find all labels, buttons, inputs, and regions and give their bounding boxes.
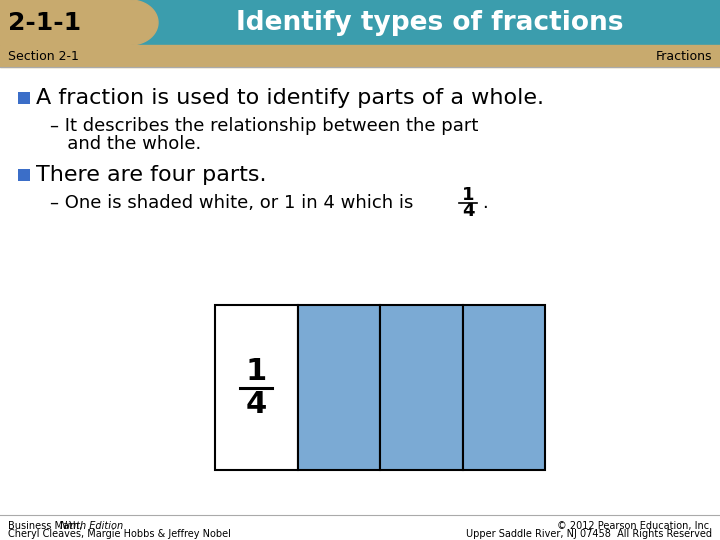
Text: 4: 4 bbox=[246, 390, 267, 419]
Text: and the whole.: and the whole. bbox=[50, 135, 202, 153]
Text: © 2012 Pearson Education, Inc.: © 2012 Pearson Education, Inc. bbox=[557, 521, 712, 531]
Polygon shape bbox=[0, 0, 158, 45]
Text: Upper Saddle River, NJ 07458  All Rights Reserved: Upper Saddle River, NJ 07458 All Rights … bbox=[466, 529, 712, 539]
Bar bbox=[0, 45, 720, 67]
Bar bbox=[0, 0, 720, 45]
Text: – One is shaded white, or 1 in 4 which is: – One is shaded white, or 1 in 4 which i… bbox=[50, 194, 413, 212]
Bar bbox=[380, 305, 462, 470]
Bar bbox=[0, 0, 130, 45]
Text: Identify types of fractions: Identify types of fractions bbox=[236, 10, 624, 36]
Bar bbox=[18, 169, 30, 181]
Text: There are four parts.: There are four parts. bbox=[36, 165, 266, 185]
Text: 1: 1 bbox=[462, 186, 474, 204]
Text: Cheryl Cleaves, Margie Hobbs & Jeffrey Nobel: Cheryl Cleaves, Margie Hobbs & Jeffrey N… bbox=[8, 529, 231, 539]
Text: Fractions: Fractions bbox=[655, 50, 712, 63]
Text: Section 2-1: Section 2-1 bbox=[8, 50, 79, 63]
Bar bbox=[462, 305, 545, 470]
Bar bbox=[18, 92, 30, 104]
Text: Ninth Edition: Ninth Edition bbox=[60, 521, 123, 531]
Text: 1: 1 bbox=[246, 357, 267, 386]
Bar bbox=[297, 305, 380, 470]
Text: .: . bbox=[482, 194, 487, 212]
Text: Business Math,: Business Math, bbox=[8, 521, 86, 531]
Text: A fraction is used to identify parts of a whole.: A fraction is used to identify parts of … bbox=[36, 88, 544, 108]
Text: 4: 4 bbox=[462, 202, 474, 220]
Text: 2-1-1: 2-1-1 bbox=[8, 10, 81, 35]
Text: – It describes the relationship between the part: – It describes the relationship between … bbox=[50, 117, 478, 135]
Bar bbox=[215, 305, 297, 470]
